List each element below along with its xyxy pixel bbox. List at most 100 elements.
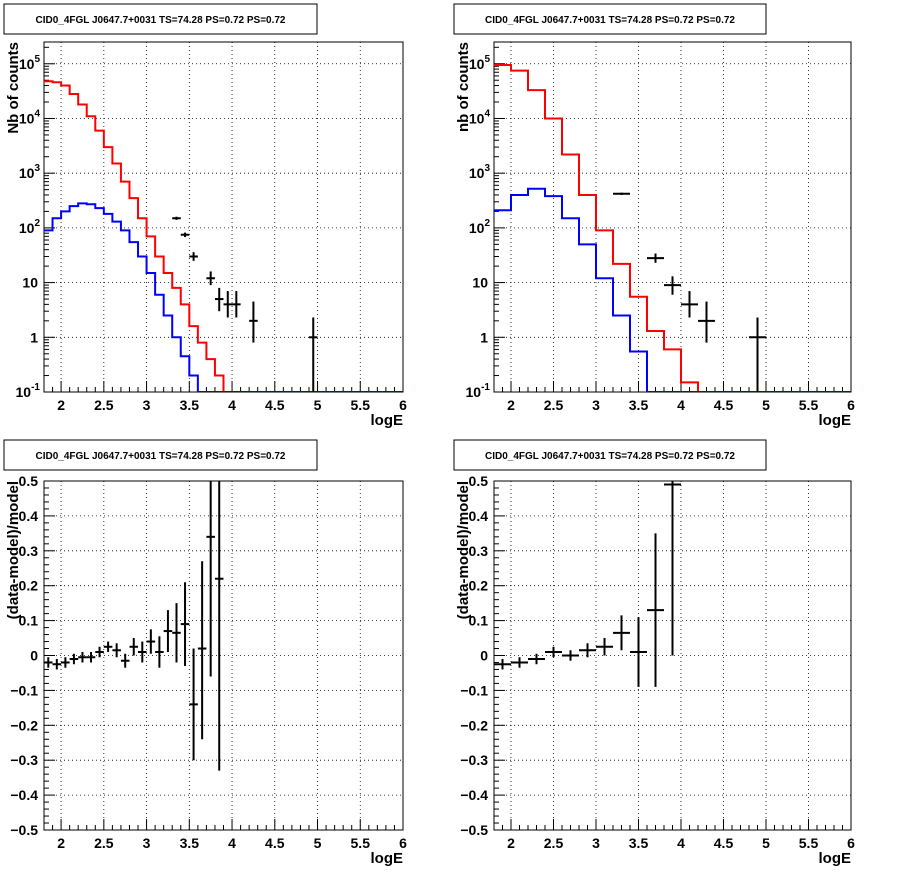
- data-point: [232, 291, 241, 318]
- data-point: [562, 650, 579, 661]
- plot-data-area: [44, 481, 224, 771]
- x-tick-label: 5.5: [351, 835, 371, 851]
- data-point: [308, 317, 318, 392]
- data-point: [494, 658, 511, 670]
- data-point: [95, 646, 104, 658]
- y-tick-label: 0.2: [469, 578, 489, 594]
- y-tick-label: 103: [469, 163, 491, 181]
- data-point: [647, 533, 664, 687]
- y-tick-label: −0.2: [10, 717, 38, 733]
- title-box: [453, 439, 767, 471]
- data-point: [120, 653, 130, 668]
- y-tick-label: 1: [30, 329, 38, 345]
- plot-frame: [493, 41, 852, 393]
- plot-frame: [43, 41, 404, 393]
- x-tick-label: 3: [592, 397, 600, 413]
- x-tick-label: 4.5: [714, 397, 734, 413]
- y-tick-label: 1: [480, 329, 488, 345]
- y-tick-label: −0.5: [10, 822, 38, 838]
- x-tick-label: 5.5: [799, 835, 819, 851]
- y-tick-label: 0.4: [19, 508, 39, 524]
- y-axis-label: Nb of counts: [5, 42, 22, 134]
- y-tick-label: 0.2: [19, 578, 39, 594]
- x-tick-label: 5: [314, 397, 322, 413]
- y-tick-label: 103: [19, 163, 41, 181]
- data-point: [138, 641, 147, 663]
- y-tick-label: −0.3: [10, 752, 38, 768]
- y-tick-label: 105: [19, 54, 41, 72]
- title-box: [453, 3, 767, 35]
- y-tick-label: 104: [19, 108, 41, 126]
- data-point: [129, 638, 139, 656]
- data-point: [613, 615, 630, 651]
- x-axis-label: logE: [819, 850, 852, 867]
- data-point: [664, 481, 681, 656]
- x-tick-label: 5: [762, 835, 770, 851]
- data-point: [172, 603, 181, 663]
- x-tick-label: 4.5: [265, 835, 285, 851]
- chart-panel-3: CID0_4FGL J0647.7+0031 TS=74.28 PS=0.72 …: [3, 439, 407, 867]
- y-tick-label: 105: [469, 54, 491, 72]
- data-point: [579, 643, 596, 658]
- x-tick-label: 3.5: [629, 397, 649, 413]
- x-tick-label: 4.5: [265, 397, 285, 413]
- plot-data-area: [494, 63, 851, 392]
- data-point: [528, 653, 545, 665]
- x-tick-label: 4.5: [714, 835, 734, 851]
- y-tick-label: −0.4: [10, 787, 38, 803]
- x-tick-label: 5.5: [351, 397, 371, 413]
- y-tick-label: −0.1: [460, 682, 488, 698]
- histogram-series: [44, 80, 403, 392]
- x-tick-label: 4: [228, 397, 236, 413]
- x-tick-label: 2: [507, 397, 515, 413]
- data-point: [180, 232, 190, 238]
- data-point: [69, 653, 79, 665]
- histogram-series: [494, 187, 851, 392]
- histogram-series: [494, 63, 851, 392]
- y-tick-label: 0.4: [469, 508, 489, 524]
- y-tick-label: −0.2: [460, 717, 488, 733]
- chart-title: CID0_4FGL J0647.7+0031 TS=74.28 PS=0.72 …: [485, 15, 735, 26]
- data-point: [112, 643, 121, 658]
- x-tick-label: 2.5: [544, 397, 564, 413]
- y-tick-label: 104: [469, 108, 491, 126]
- y-tick-label: −0.1: [10, 682, 38, 698]
- y-tick-label: −0.3: [460, 752, 488, 768]
- data-point: [664, 276, 681, 295]
- y-axis-label: (data-model)/model: [5, 481, 22, 619]
- x-tick-label: 2.5: [94, 397, 114, 413]
- data-point: [103, 641, 113, 653]
- x-tick-label: 2: [57, 835, 65, 851]
- chart-panel-1: CID0_4FGL J0647.7+0031 TS=74.28 PS=0.72 …: [3, 3, 407, 429]
- x-axis-label: logE: [371, 412, 404, 429]
- data-point: [44, 657, 53, 668]
- data-point: [206, 271, 215, 286]
- data-point: [78, 652, 87, 663]
- x-tick-label: 2.5: [544, 835, 564, 851]
- chart-panel-4: CID0_4FGL J0647.7+0031 TS=74.28 PS=0.72 …: [453, 439, 855, 867]
- data-point: [596, 638, 613, 656]
- data-point: [197, 561, 207, 740]
- histogram-series: [44, 202, 403, 392]
- data-point: [698, 301, 715, 343]
- y-tick-label: −0.5: [460, 822, 488, 838]
- y-tick-label: 0.3: [19, 543, 39, 559]
- data-point: [511, 657, 528, 668]
- y-tick-label: 10: [22, 275, 38, 291]
- data-point: [749, 317, 766, 392]
- x-tick-label: 4: [677, 397, 685, 413]
- data-point: [545, 646, 562, 658]
- data-point: [52, 658, 62, 670]
- chart-panel-2: CID0_4FGL J0647.7+0031 TS=74.28 PS=0.72 …: [453, 3, 855, 429]
- x-tick-label: 3: [143, 835, 151, 851]
- plot-data-area: [494, 481, 681, 687]
- plot-frame: [43, 480, 404, 831]
- y-tick-label: 0.1: [469, 613, 489, 629]
- x-tick-label: 5.5: [799, 397, 819, 413]
- x-tick-label: 6: [399, 397, 407, 413]
- x-tick-label: 2.5: [94, 835, 114, 851]
- data-point: [223, 291, 233, 318]
- y-axis-label: nb of counts: [455, 42, 472, 132]
- data-point: [214, 481, 224, 771]
